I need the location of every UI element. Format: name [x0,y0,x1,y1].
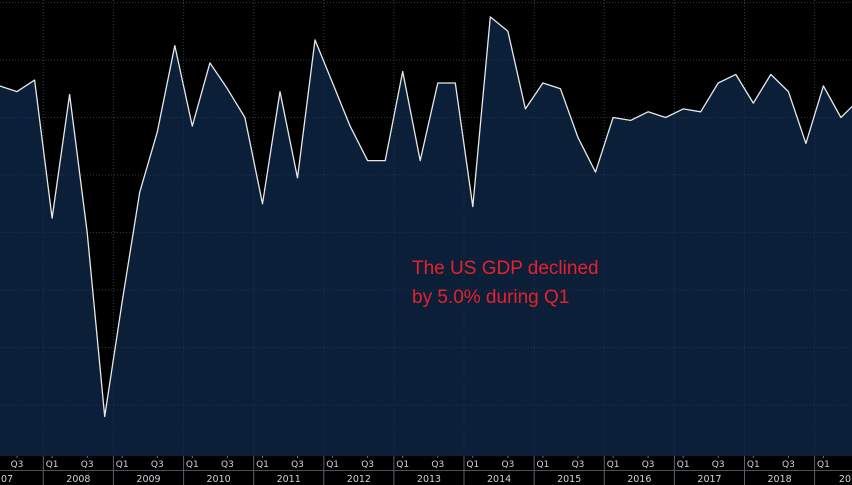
year-label: 2014 [487,474,511,485]
quarter-tick-label: Q1 [607,460,620,470]
quarter-tick-label: Q1 [747,460,760,470]
quarter-tick-label: Q3 [361,460,374,470]
quarter-tick-label: Q3 [221,460,234,470]
quarter-tick-label: Q1 [116,460,129,470]
year-label: 2010 [207,474,231,485]
quarter-tick-label: Q3 [291,460,304,470]
quarter-tick-label: Q3 [572,460,585,470]
quarter-tick-label: Q1 [186,460,199,470]
year-label: 2018 [768,474,792,485]
year-label: 2008 [66,474,90,485]
quarter-tick-label: Q3 [151,460,164,470]
year-label: 07 [1,474,13,485]
quarter-tick-label: Q1 [677,460,690,470]
year-label: 2012 [347,474,371,485]
quarter-tick-label: Q1 [817,460,830,470]
gdp-area-fill [0,16,852,456]
x-axis: Q3 Q1 Q3 Q1 Q3 Q1 Q3 Q1 Q3 Q1 Q3 Q1 Q3 Q1 Q3 Q1 Q3 Q1 Q3 Q1… [0,456,852,485]
quarter-tick-label: Q1 [396,460,409,470]
chart-annotation: The US GDP declined by 5.0% during Q1 [412,258,599,308]
quarter-tick-label: Q1 [536,460,549,470]
quarter-tick-label: Q3 [712,460,725,470]
quarter-tick-label: Q1 [466,460,479,470]
quarter-tick-label: Q3 [782,460,795,470]
quarter-tick-label: Q3 [501,460,514,470]
quarter-tick-label: Q3 [11,460,24,470]
gridlines-over-area [0,0,852,456]
quarter-tick-label: Q3 [81,460,94,470]
year-label: 20 [839,474,851,485]
year-label: 2017 [697,474,721,485]
year-label: 2011 [277,474,301,485]
quarter-tick-label: Q1 [46,460,59,470]
gdp-series-line [0,16,852,418]
quarter-tick-label: Q1 [326,460,339,470]
year-label: 2013 [417,474,441,485]
quarter-tick-label: Q3 [431,460,444,470]
year-label: 2009 [136,474,160,485]
quarter-tick-label: Q1 [256,460,269,470]
quarter-tick-label: Q3 [642,460,655,470]
year-label: 2015 [557,474,581,485]
year-label: 2016 [627,474,651,485]
